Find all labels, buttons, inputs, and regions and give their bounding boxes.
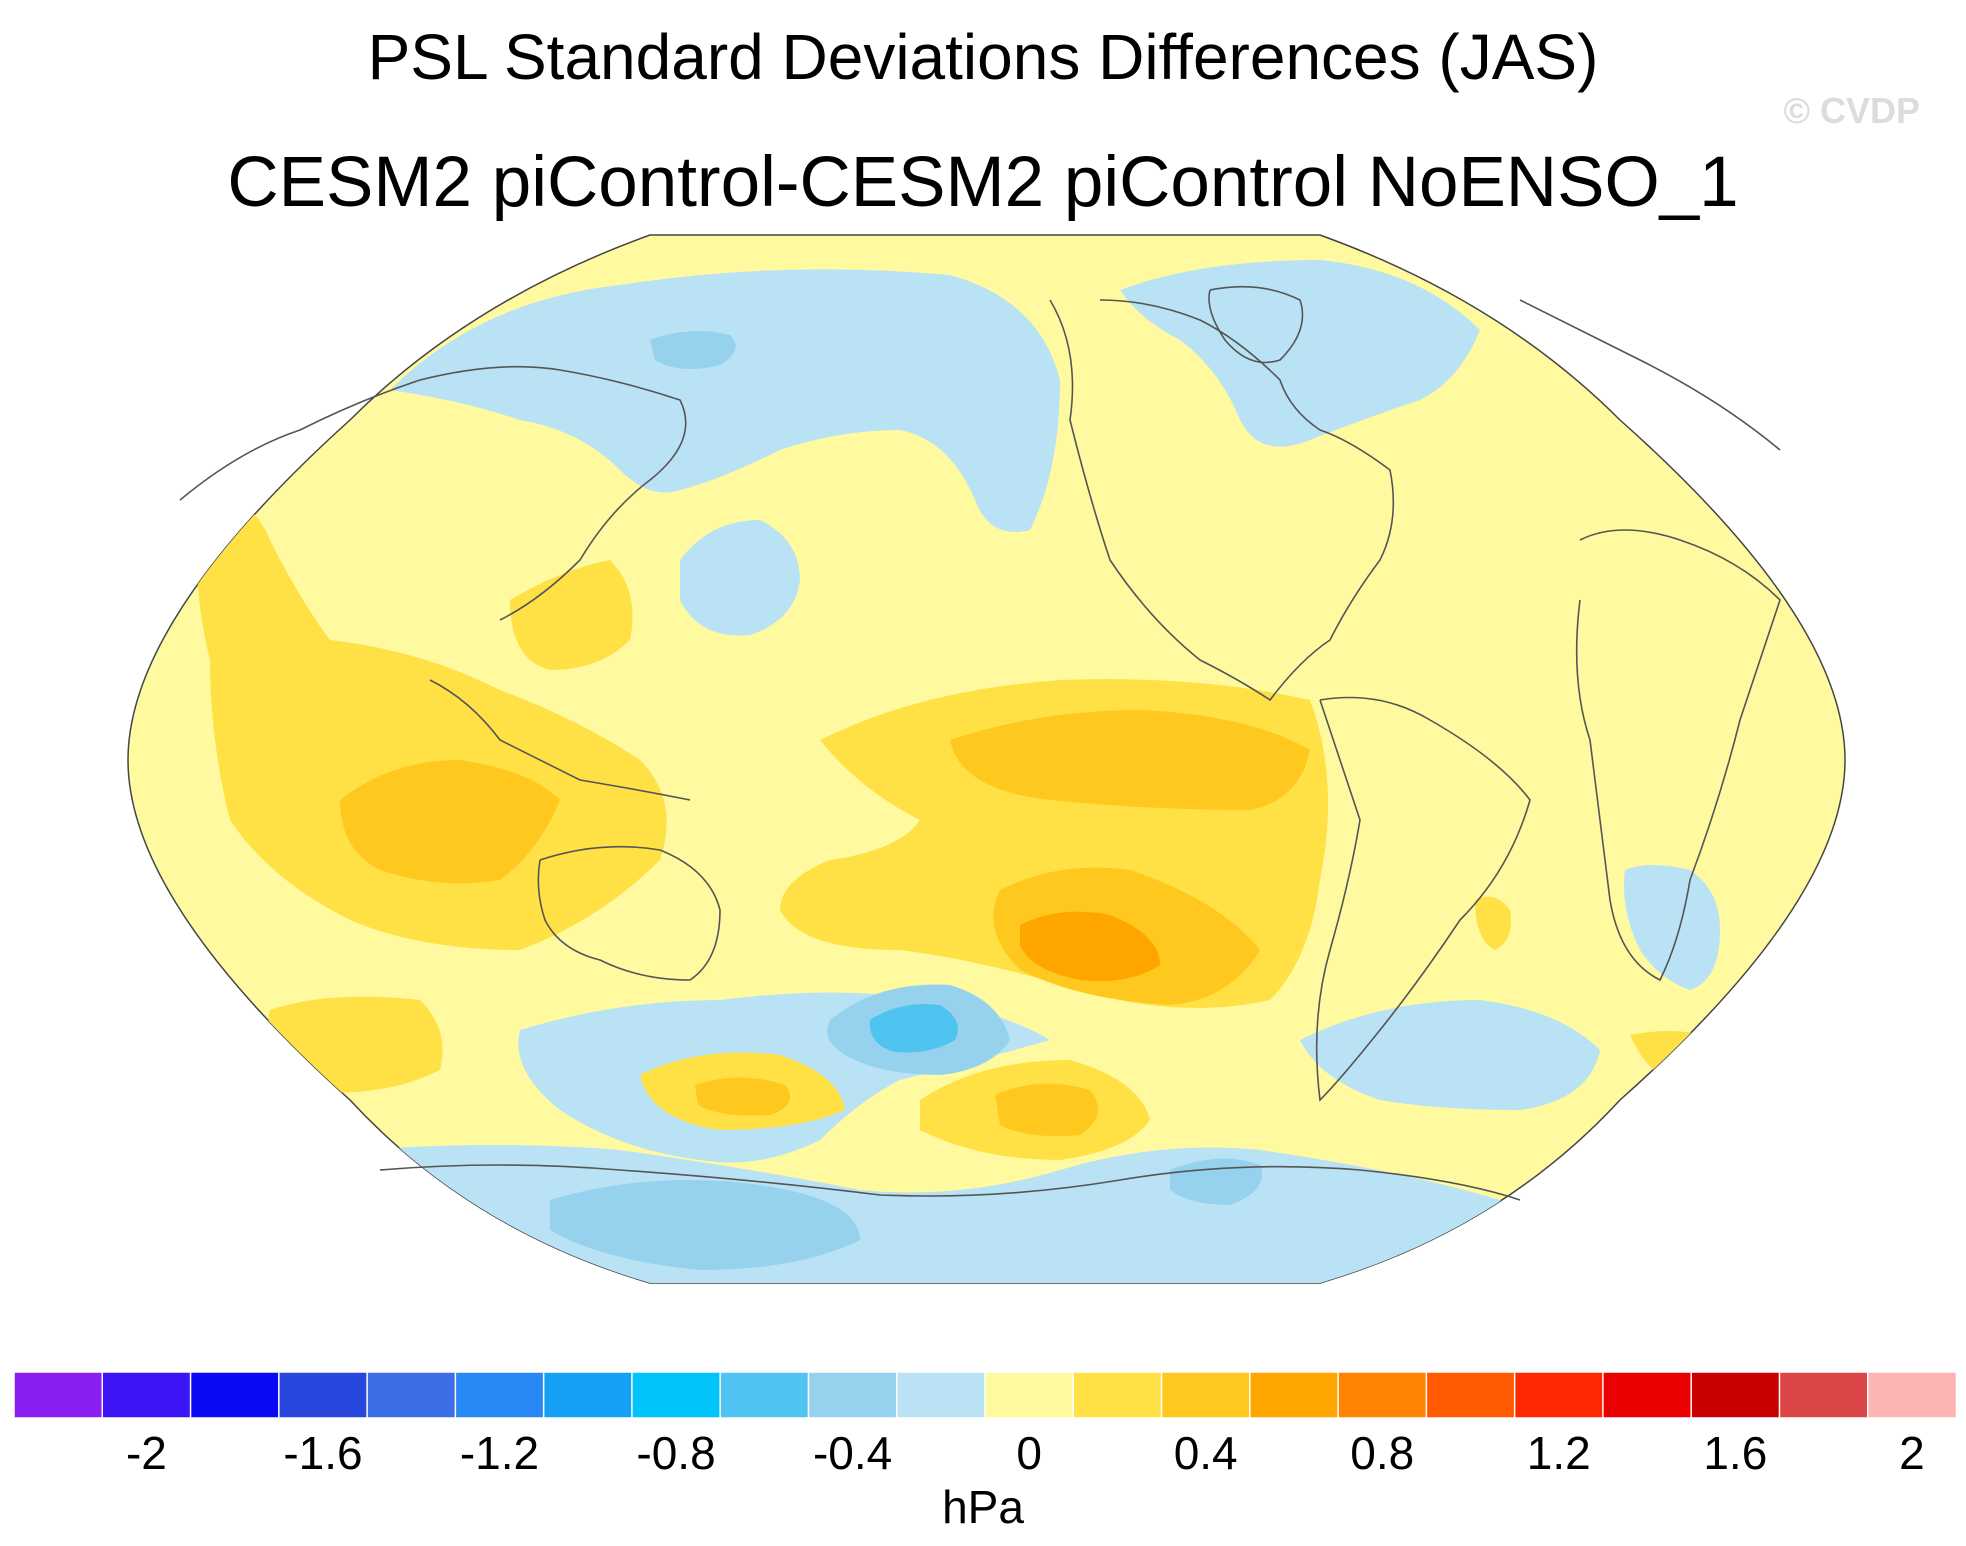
coast-south-america [1315, 696, 1531, 1102]
coast-antarctica [379, 1164, 1521, 1201]
plot-title: PSL Standard Deviations Differences (JAS… [367, 21, 1599, 93]
coast-australia [537, 845, 721, 981]
colorbar-swatch [807, 1372, 898, 1418]
contour-fill-layer [196, 260, 1720, 1283]
colorbar-tick-label: 1.6 [1703, 1427, 1768, 1479]
contour-southern-ocean-positive-b2 [995, 1083, 1098, 1137]
colorbar-swatch [631, 1372, 722, 1418]
colorbar-swatch [14, 1372, 104, 1418]
colorbar-tick-labels: -2 -1.6 -1.2 -0.8 -0.4 0 0.4 0.8 1.2 1.6 2 [0, 1420, 1966, 1490]
contour-south-atlantic-negative [1624, 865, 1720, 990]
colorbar-tick-label: 0 [1016, 1427, 1042, 1479]
colorbar-swatch [1072, 1372, 1163, 1418]
contour-atlantic-positive [1475, 896, 1511, 950]
contour-antarctic-negative-2 [550, 1180, 860, 1270]
contour-bering-negative-2 [650, 331, 736, 369]
colorbar-tick-label: -0.8 [636, 1427, 716, 1479]
colorbar-swatch [1602, 1372, 1693, 1418]
colorbar-swatch [719, 1372, 810, 1418]
contour-south-pacific-max [1020, 911, 1160, 981]
colorbar-swatch [1778, 1372, 1869, 1418]
colorbar-swatch [1866, 1372, 1956, 1418]
colorbar-tick-label: 1.2 [1526, 1427, 1591, 1479]
colorbar-swatch [1249, 1372, 1340, 1418]
colorbar [14, 1372, 1956, 1418]
contour-south-atlantic-ocean-negative [1300, 1000, 1600, 1110]
colorbar-tick-label: 2 [1899, 1427, 1925, 1479]
colorbar-swatch [1690, 1372, 1781, 1418]
contour-east-asia-positive [510, 560, 633, 670]
colorbar-swatch [366, 1372, 457, 1418]
colorbar-swatch [1160, 1372, 1252, 1418]
colorbar-tick-label: 0.4 [1173, 1427, 1238, 1479]
colorbar-swatch [895, 1372, 987, 1418]
contour-indian-ocean-positive [196, 498, 667, 950]
credit-watermark: © CVDP [1783, 90, 1920, 131]
contour-southern-ocean-negative-3 [869, 1004, 958, 1053]
coastlines [179, 285, 1781, 1201]
colorbar-tick-label: -0.4 [812, 1427, 893, 1479]
colorbar-swatch [278, 1372, 369, 1418]
plot-subtitle: CESM2 piControl-CESM2 piControl NoENSO_1 [227, 143, 1739, 222]
coast-north-america [1049, 299, 1395, 702]
contour-north-pacific-negative [390, 269, 1060, 532]
colorbar-tick-label: -1.2 [459, 1427, 540, 1479]
colorbar-swatch [1337, 1372, 1428, 1418]
colorbar-swatch [984, 1372, 1075, 1418]
coast-eurasia [179, 299, 1781, 621]
contour-indian-ocean-positive-2 [340, 760, 560, 884]
colorbar-tick-label: 0.8 [1350, 1427, 1415, 1479]
colorbar-swatch [101, 1372, 192, 1418]
contour-southern-ocean-positive-a2 [695, 1077, 790, 1116]
contour-east-pacific-positive-2 [950, 710, 1310, 810]
colorbar-swatch [189, 1372, 281, 1418]
colorbar-swatch [1513, 1372, 1605, 1418]
coast-africa [1575, 529, 1781, 982]
contour-ne-pacific-blob [680, 520, 800, 636]
coast-greenland [1208, 285, 1304, 364]
colorbar-swatch [454, 1372, 545, 1418]
colorbar-swatch [542, 1372, 634, 1418]
colorbar-swatch [1425, 1372, 1516, 1418]
colorbar-units: hPa [942, 1481, 1024, 1533]
contour-sw-indian-positive [268, 996, 443, 1093]
colorbar-tick-label: -1.6 [283, 1427, 363, 1479]
coast-southeast-asia [429, 679, 691, 801]
colorbar-tick-label: -2 [125, 1427, 167, 1479]
